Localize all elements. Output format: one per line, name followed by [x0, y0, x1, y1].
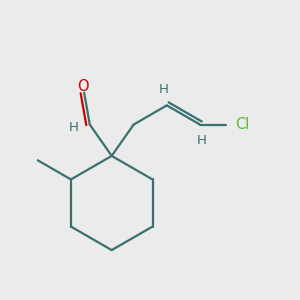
- Text: O: O: [77, 79, 88, 94]
- Text: H: H: [196, 134, 206, 147]
- Text: H: H: [69, 121, 79, 134]
- Text: H: H: [159, 83, 169, 96]
- Text: Cl: Cl: [235, 117, 249, 132]
